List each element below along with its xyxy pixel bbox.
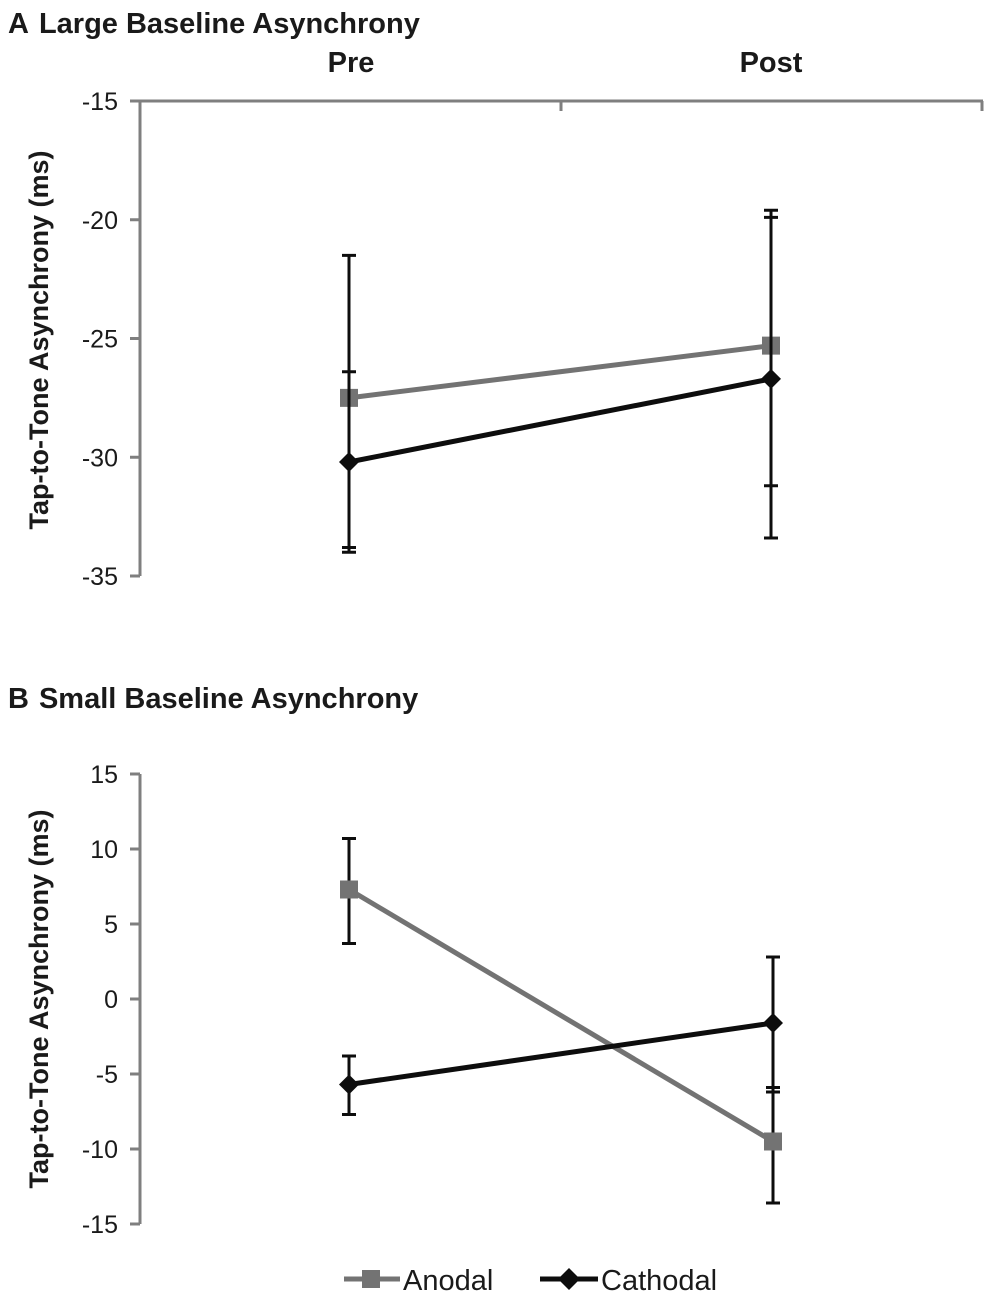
legend-anodal-marker [362,1270,380,1288]
panel-a-letter: A [8,8,29,40]
panel-b-y-tick-label: -15 [82,1211,118,1239]
panel-b-y-tick-label: 10 [90,836,118,864]
panel-a-series-cathodal [339,215,781,554]
data-point-anodal [764,1132,782,1151]
series-line-anodal [348,343,772,401]
panel-b-title-text: Small Baseline Asynchrony [39,683,418,715]
series-line-cathodal [348,1020,774,1087]
panel-b-series [339,837,783,1205]
panel-a-y-tick-label: -35 [82,563,118,591]
data-point-cathodal [763,1013,783,1033]
panel-b-y-tick-label: 15 [90,761,118,789]
panel-b-y-ticks: 15 10 5 0 -5 -10 -15 [82,761,140,1239]
legend-item-anodal: Anodal [344,1265,493,1297]
panel-b: B Small Baseline Asynchrony 15 10 5 0 -5 -10 -1… [8,683,783,1239]
panel-a-category-post: Post [740,47,803,79]
legend-cathodal-label: Cathodal [601,1265,717,1297]
series-line-anodal [347,887,775,1144]
panel-b-series-anodal [340,837,782,1205]
legend-anodal-label: Anodal [403,1265,493,1297]
panel-b-y-tick-label: 5 [104,911,118,939]
panel-b-title: B Small Baseline Asynchrony [8,683,418,715]
legend-cathodal-marker [558,1268,580,1290]
series-line-cathodal [348,376,772,465]
panel-b-y-axis-title: Tap-to-Tone Asynchrony (ms) [24,809,54,1188]
legend-item-cathodal: Cathodal [540,1265,717,1297]
panel-a-series-anodal [340,208,780,549]
panel-b-y-tick-label: -10 [82,1136,118,1164]
panel-a-y-tick-label: -15 [82,88,118,116]
panel-a-title: A Large Baseline Asynchrony [8,8,420,40]
panel-b-y-tick-label: -5 [96,1061,118,1089]
data-point-cathodal [339,1074,359,1095]
data-point-cathodal [761,368,781,389]
panel-a-title-text: Large Baseline Asynchrony [39,8,420,40]
panel-a-y-axis-title: Tap-to-Tone Asynchrony (ms) [24,150,54,529]
panel-a: A Large Baseline Asynchrony Pre Post -15-… [8,8,984,591]
error-bar-cathodal [342,253,356,554]
panel-a-series [339,208,781,554]
data-point-anodal [340,880,358,899]
data-point-cathodal [339,452,359,472]
panel-b-series-cathodal [339,955,783,1116]
panel-b-y-tick-label: 0 [104,986,118,1014]
panel-a-y-tick-label: -20 [82,207,118,235]
panel-a-y-tick-label: -30 [82,444,118,472]
panel-a-category-pre: Pre [328,47,375,79]
panel-a-y-ticks: -15 -20 -25 -30 -35 [82,88,140,591]
panel-a-y-tick-label: -25 [82,326,118,354]
panel-b-letter: B [8,683,29,715]
legend: Anodal Cathodal [344,1265,717,1297]
